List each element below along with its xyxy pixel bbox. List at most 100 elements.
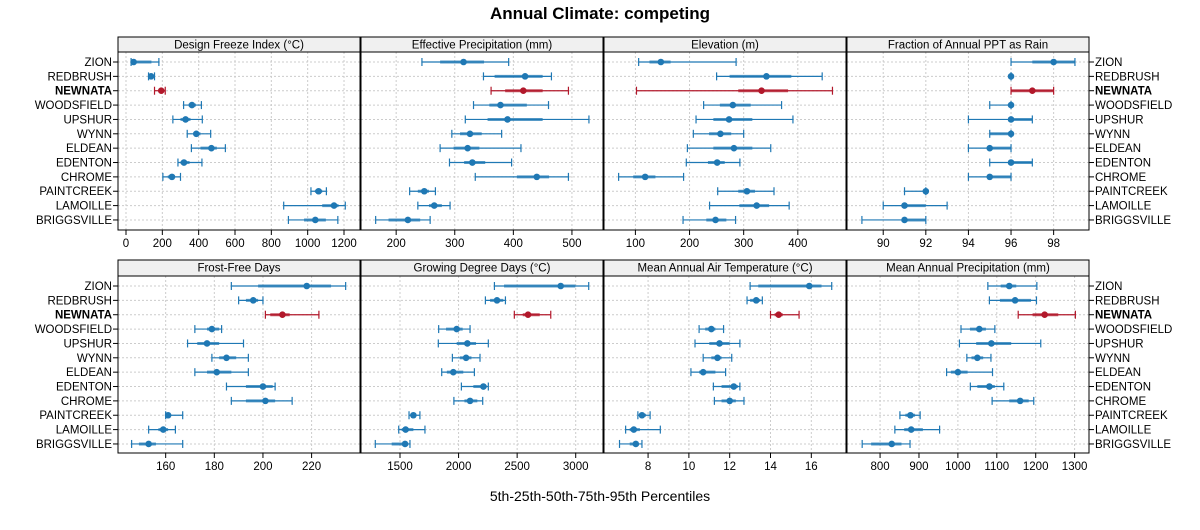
median-point bbox=[1007, 159, 1015, 166]
row-label-right: EDENTON bbox=[1095, 382, 1151, 394]
row-label-left: UPSHUR bbox=[63, 338, 112, 350]
x-axis-label: 5th-25th-50th-75th-95th Percentiles bbox=[489, 488, 711, 504]
panel: Mean Annual Air Temperature (°C) 8 10 12 14 1… bbox=[603, 259, 847, 473]
interval-zion bbox=[987, 282, 1038, 290]
median-point bbox=[147, 73, 155, 80]
row-label-right: PAINTCREEK bbox=[1095, 410, 1168, 422]
median-point bbox=[922, 187, 930, 195]
x-tick-label: 3000 bbox=[563, 461, 589, 473]
interval-zion bbox=[1010, 58, 1076, 66]
x-tick-label: 400 bbox=[189, 238, 208, 250]
median-point bbox=[533, 173, 541, 181]
row-label-left: NEWNATA bbox=[55, 86, 112, 98]
interval-woodsfield bbox=[960, 325, 996, 334]
interval-paintcreek bbox=[310, 187, 327, 196]
interval-redbrush bbox=[1007, 72, 1015, 81]
median-point bbox=[159, 426, 167, 433]
median-point bbox=[986, 173, 994, 181]
interval-edenton bbox=[225, 382, 276, 391]
median-point bbox=[404, 216, 412, 224]
interval-redbrush bbox=[746, 296, 763, 305]
x-tick-label: 16 bbox=[805, 461, 818, 473]
x-tick-label: 1500 bbox=[387, 461, 413, 473]
interval-briggsville bbox=[374, 439, 411, 448]
panel-frame bbox=[846, 275, 1090, 454]
median-point bbox=[208, 144, 215, 152]
interval-eldean bbox=[439, 144, 522, 153]
panel-frame bbox=[360, 51, 604, 231]
interval-paintcreek bbox=[637, 411, 651, 420]
median-point bbox=[464, 340, 471, 347]
median-point bbox=[262, 397, 269, 405]
interval-wynn bbox=[211, 353, 249, 362]
median-point bbox=[730, 383, 738, 390]
median-point bbox=[279, 311, 286, 319]
row-label-right: UPSHUR bbox=[1095, 114, 1144, 126]
interval-newnata bbox=[264, 310, 320, 319]
median-point bbox=[986, 144, 994, 152]
row-label-right: BRIGGSVILLE bbox=[1095, 215, 1171, 227]
interval-lamoille bbox=[894, 425, 941, 434]
interval-upshur bbox=[437, 339, 489, 348]
interval-newnata bbox=[1017, 310, 1076, 319]
median-point bbox=[203, 340, 211, 347]
row-label-right: CHROME bbox=[1095, 396, 1146, 408]
median-point bbox=[1007, 73, 1015, 80]
row-label-right: BRIGGSVILLE bbox=[1095, 439, 1171, 451]
row-label-right: WYNN bbox=[1095, 353, 1130, 365]
interval-eldean bbox=[190, 144, 226, 153]
interval-eldean bbox=[686, 144, 772, 153]
panel: Growing Degree Days (°C) 1500 2000 2500 3000 bbox=[360, 259, 604, 473]
interval-briggsville bbox=[682, 215, 737, 224]
x-tick-label: 1200 bbox=[1023, 461, 1049, 473]
row-label-right: CHROME bbox=[1095, 172, 1146, 184]
median-point bbox=[469, 159, 476, 166]
median-point bbox=[130, 58, 137, 66]
x-tick-label: 300 bbox=[734, 238, 753, 250]
median-point bbox=[312, 216, 319, 224]
median-point bbox=[763, 73, 770, 80]
interval-upshur bbox=[958, 339, 1042, 348]
interval-edenton bbox=[460, 382, 489, 391]
panel: Elevation (m) 100 200 300 400 bbox=[603, 36, 847, 250]
median-point bbox=[145, 440, 152, 448]
interval-chrome bbox=[453, 396, 484, 405]
row-label-right: LAMOILLE bbox=[1095, 201, 1152, 213]
interval-lamoille bbox=[398, 425, 426, 434]
panel-frame bbox=[360, 275, 604, 454]
interval-upshur bbox=[967, 115, 1033, 124]
median-point bbox=[657, 58, 665, 66]
median-point bbox=[557, 282, 565, 290]
interval-chrome bbox=[474, 172, 570, 181]
interval-briggsville bbox=[861, 215, 927, 224]
x-tick-label: 98 bbox=[1047, 238, 1060, 250]
interval-woodsfield bbox=[472, 101, 550, 110]
median-point bbox=[402, 426, 409, 433]
row-label-left: WOODSFIELD bbox=[35, 100, 112, 112]
median-point bbox=[988, 340, 995, 347]
x-tick-label: 1100 bbox=[984, 461, 1009, 473]
x-tick-label: 600 bbox=[225, 238, 244, 250]
panel: Effective Precipitation (mm) 200 300 400 500 bbox=[360, 36, 604, 250]
median-point bbox=[729, 101, 737, 109]
median-point bbox=[974, 354, 981, 362]
panel-title: Elevation (m) bbox=[691, 40, 759, 52]
interval-redbrush bbox=[147, 72, 156, 81]
median-point bbox=[1050, 58, 1057, 66]
interval-edenton bbox=[989, 158, 1033, 167]
median-point bbox=[901, 216, 908, 224]
x-tick-label: 200 bbox=[153, 238, 172, 250]
panel-frame bbox=[603, 275, 847, 454]
interval-zion bbox=[638, 58, 737, 66]
interval-upshur bbox=[186, 339, 245, 348]
median-point bbox=[430, 202, 438, 209]
row-label-right: NEWNATA bbox=[1095, 86, 1152, 98]
median-point bbox=[462, 354, 470, 362]
panel: Design Freeze Index (°C) 0 200 400 600 800 100… bbox=[117, 36, 361, 250]
interval-edenton bbox=[712, 382, 741, 391]
x-tick-label: 12 bbox=[723, 461, 736, 473]
median-point bbox=[303, 282, 311, 290]
median-point bbox=[1016, 397, 1024, 405]
median-point bbox=[1029, 87, 1036, 95]
x-tick-label: 1300 bbox=[1062, 461, 1088, 473]
